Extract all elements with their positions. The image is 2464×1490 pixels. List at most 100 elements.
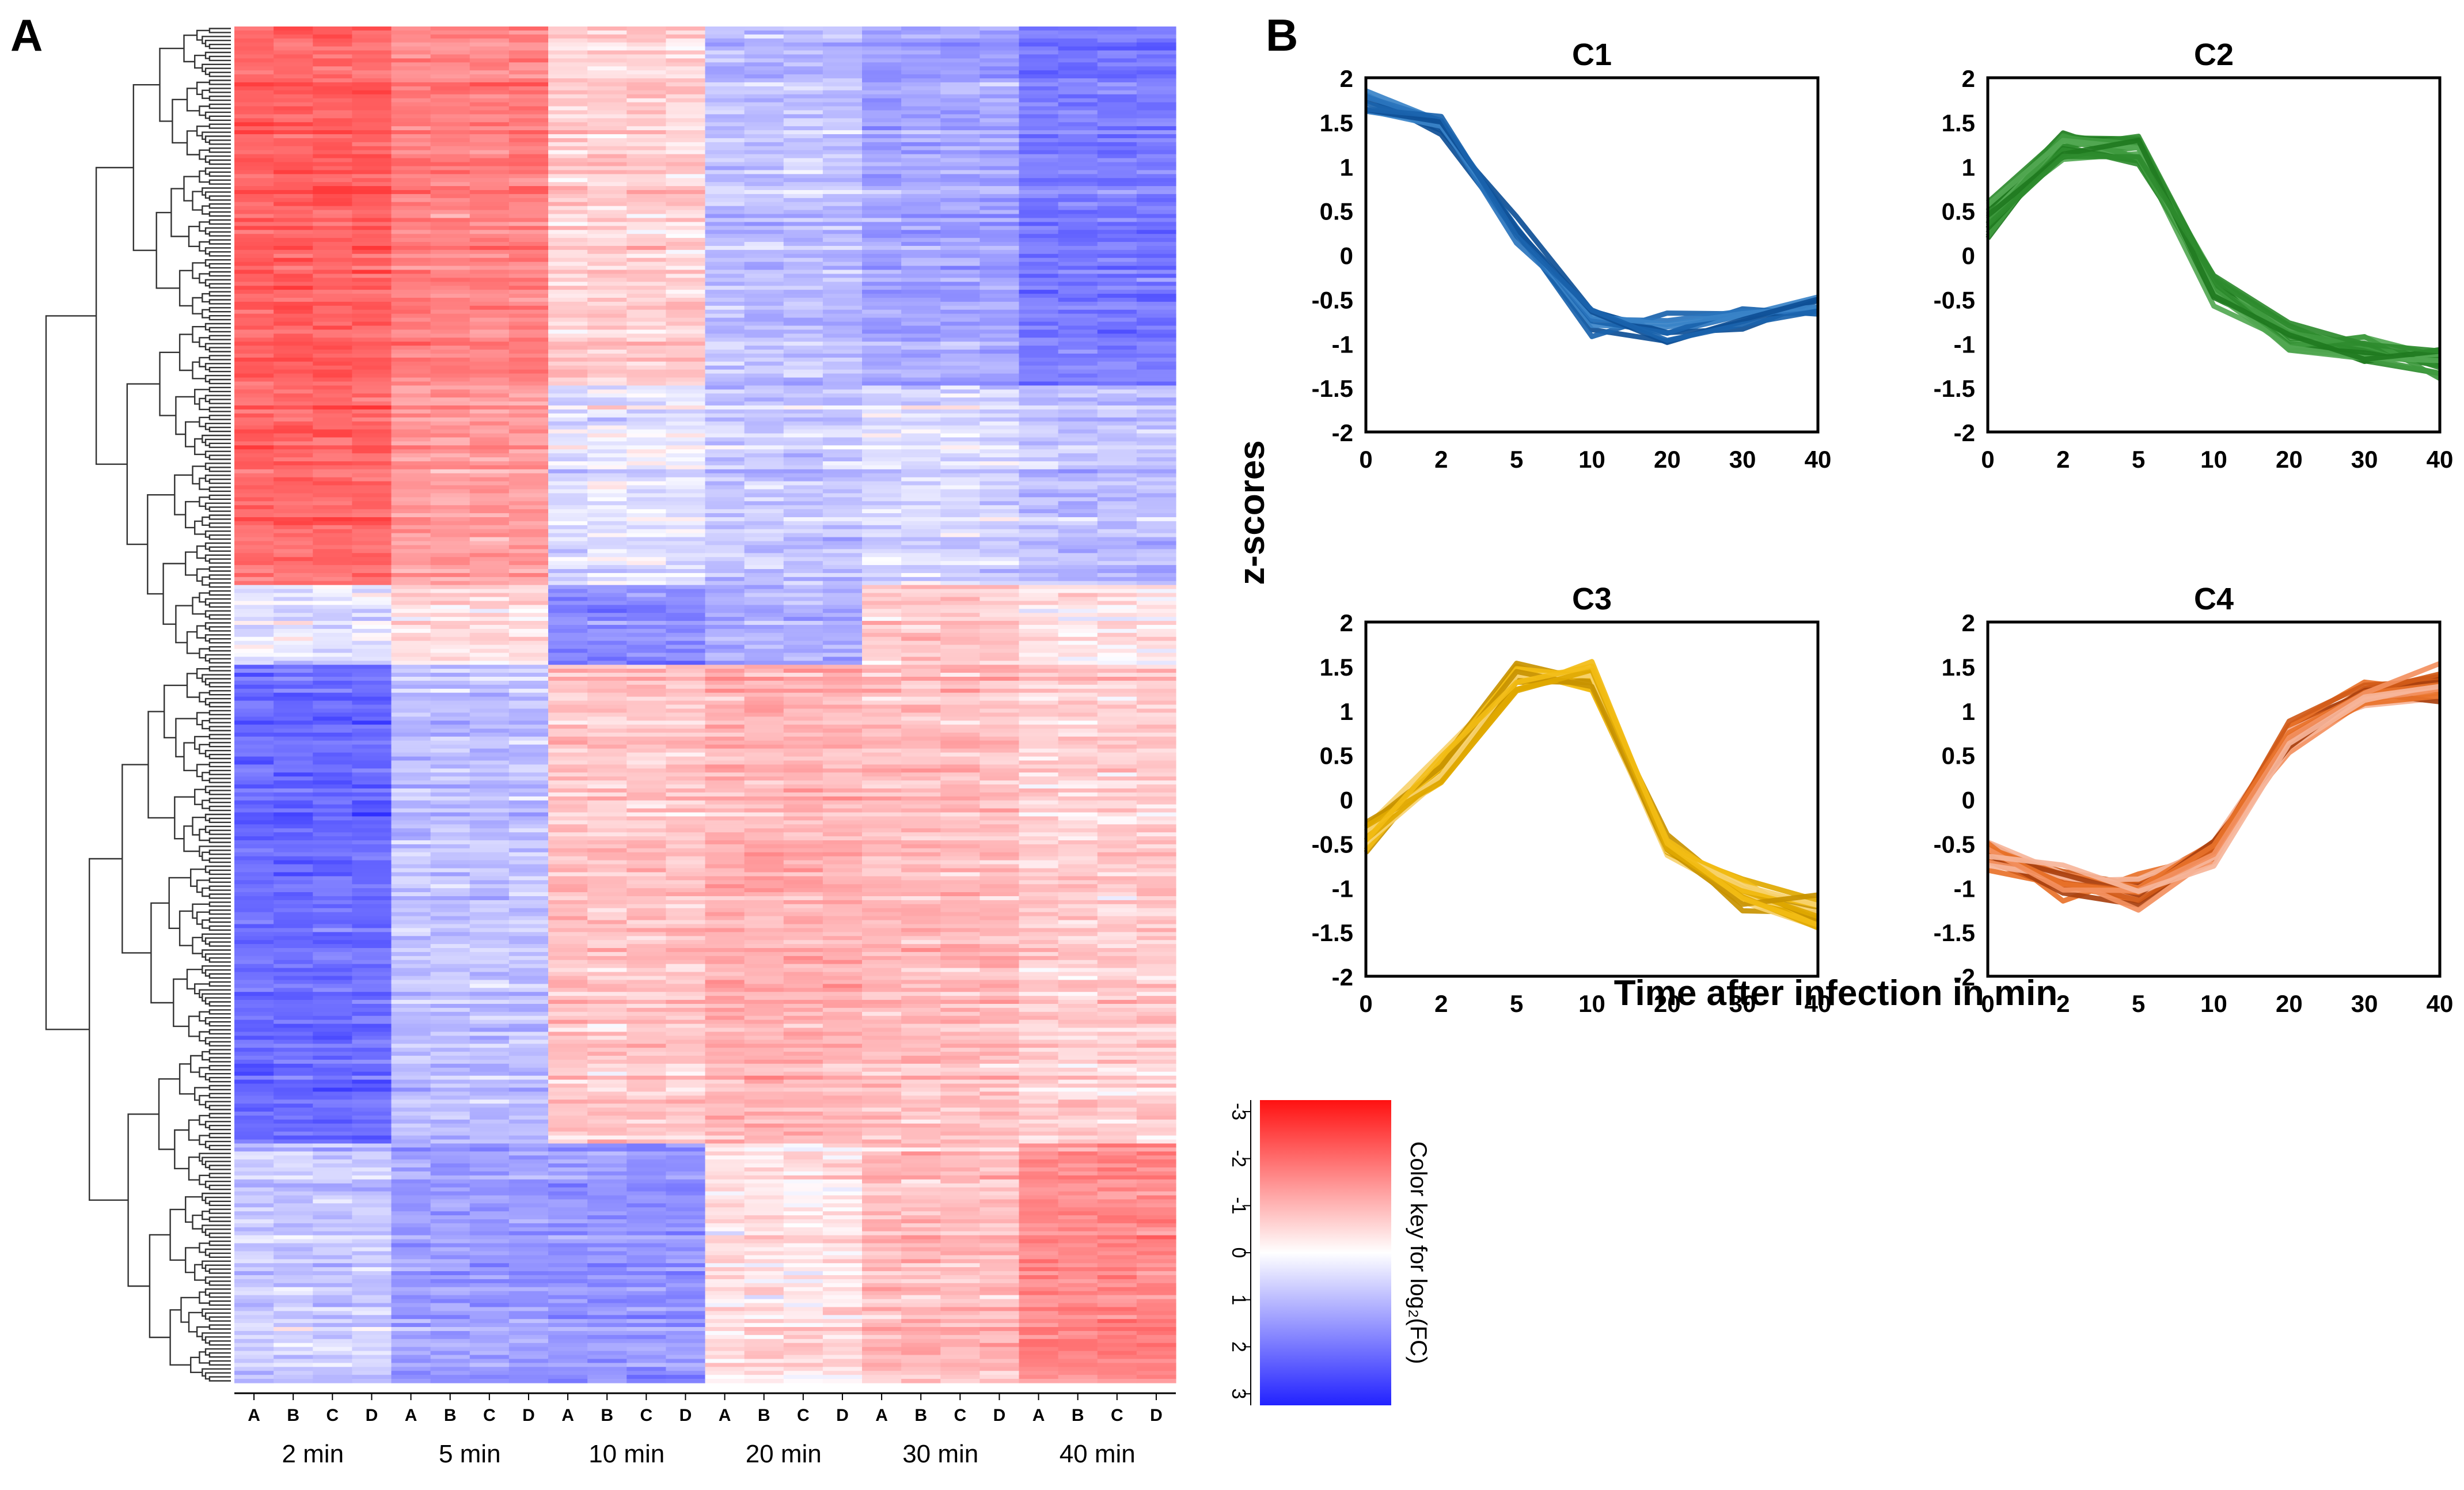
heatmap-cell xyxy=(1019,278,1059,282)
heatmap-cell xyxy=(901,162,941,167)
heatmap-cell xyxy=(1019,605,1059,609)
heatmap-cell xyxy=(274,569,313,574)
heatmap-cell xyxy=(548,449,588,454)
dendrogram-branch xyxy=(208,534,231,540)
heatmap-cell xyxy=(587,325,627,331)
heatmap-cell xyxy=(508,569,549,574)
heatmap-cell xyxy=(274,513,313,518)
heatmap-cell xyxy=(940,290,980,294)
heatmap-cell xyxy=(783,501,823,506)
heatmap-cell xyxy=(1097,677,1137,681)
heatmap-cell xyxy=(1019,501,1059,506)
heatmap-cell xyxy=(705,437,745,442)
heatmap-cell xyxy=(744,66,784,71)
dendrogram-branch xyxy=(208,71,231,77)
heatmap-cell xyxy=(391,744,431,749)
heatmap-cell xyxy=(587,613,627,617)
heatmap-row xyxy=(234,230,1176,234)
heatmap-cell xyxy=(862,469,902,474)
heatmap-cell xyxy=(469,294,510,298)
heatmap-cell xyxy=(901,417,941,422)
heatmap-cell xyxy=(744,126,784,131)
heatmap-cell xyxy=(1097,657,1137,661)
heatmap-cell xyxy=(234,26,274,31)
heatmap-cell xyxy=(508,78,549,83)
heatmap-cell xyxy=(1097,329,1137,334)
heatmap-cell xyxy=(822,581,863,586)
heatmap-cell xyxy=(430,54,470,59)
heatmap-cell xyxy=(508,677,549,681)
heatmap-cell xyxy=(822,429,863,434)
heatmap-cell xyxy=(979,94,1020,99)
heatmap-row xyxy=(234,441,1176,446)
heatmap-cell xyxy=(940,549,980,553)
heatmap-cell xyxy=(352,565,392,570)
heatmap-cell xyxy=(627,441,666,446)
heatmap-cell xyxy=(274,493,313,498)
heatmap-cell xyxy=(469,597,510,602)
heatmap-cell xyxy=(1097,569,1137,574)
heatmap-cell xyxy=(979,150,1020,155)
heatmap-cell xyxy=(705,421,745,426)
heatmap-cell xyxy=(862,553,902,558)
heatmap-cell xyxy=(705,501,745,506)
heatmap-cell xyxy=(313,748,352,753)
heatmap-cell xyxy=(1019,700,1059,706)
heatmap-cell xyxy=(822,118,863,123)
heatmap-cell xyxy=(1097,257,1137,263)
heatmap-cell xyxy=(1058,457,1098,462)
heatmap-cell xyxy=(234,760,274,765)
heatmap-cell xyxy=(1058,114,1098,119)
heatmap-cell xyxy=(469,126,510,131)
heatmap-cell xyxy=(783,178,823,183)
heatmap-cell xyxy=(391,317,431,323)
heatmap-cell xyxy=(783,146,823,151)
heatmap-cell xyxy=(1058,549,1098,553)
heatmap-cell xyxy=(587,529,627,534)
heatmap-cell xyxy=(901,321,941,327)
heatmap-cell xyxy=(1097,42,1137,47)
heatmap-cell xyxy=(822,234,863,238)
heatmap-cell xyxy=(940,597,980,602)
heatmap-cell xyxy=(1097,636,1137,642)
heatmap-cell xyxy=(822,210,863,215)
heatmap-cell xyxy=(901,517,941,522)
heatmap-cell xyxy=(587,206,627,211)
heatmap-cell xyxy=(940,186,980,191)
heatmap-cell xyxy=(627,377,666,382)
heatmap-cell xyxy=(587,752,627,757)
heatmap-cell xyxy=(352,294,392,298)
heatmap-cell xyxy=(274,597,313,602)
heatmap-cell xyxy=(430,342,470,346)
heatmap-cell xyxy=(862,533,902,538)
heatmap-row xyxy=(234,146,1176,151)
heatmap-row xyxy=(234,485,1176,490)
heatmap-cell xyxy=(940,66,980,71)
heatmap-cell xyxy=(666,329,706,334)
heatmap-cell xyxy=(469,748,510,753)
heatmap-cell xyxy=(1058,350,1098,354)
heatmap-row xyxy=(234,589,1176,594)
heatmap-cell xyxy=(1058,301,1098,306)
heatmap-cell xyxy=(862,513,902,518)
heatmap-cell xyxy=(666,577,706,582)
heatmap-row xyxy=(234,744,1176,749)
heatmap-cell xyxy=(627,517,666,522)
heatmap-cell xyxy=(705,433,745,438)
heatmap-cell xyxy=(1136,226,1176,230)
heatmap-cell xyxy=(822,114,863,119)
heatmap-cell xyxy=(666,461,706,466)
heatmap-cell xyxy=(274,441,313,446)
heatmap-row xyxy=(234,417,1176,422)
dendrogram-branch xyxy=(199,1174,210,1185)
heatmap-cell xyxy=(313,261,352,267)
heatmap-cell xyxy=(1058,257,1098,263)
heatmap-row xyxy=(234,182,1176,187)
heatmap-cell xyxy=(508,489,549,494)
heatmap-row xyxy=(234,585,1176,590)
heatmap-cell xyxy=(548,50,588,55)
heatmap-cell xyxy=(940,257,980,263)
heatmap-cell xyxy=(313,461,352,466)
heatmap-cell xyxy=(1058,736,1098,741)
